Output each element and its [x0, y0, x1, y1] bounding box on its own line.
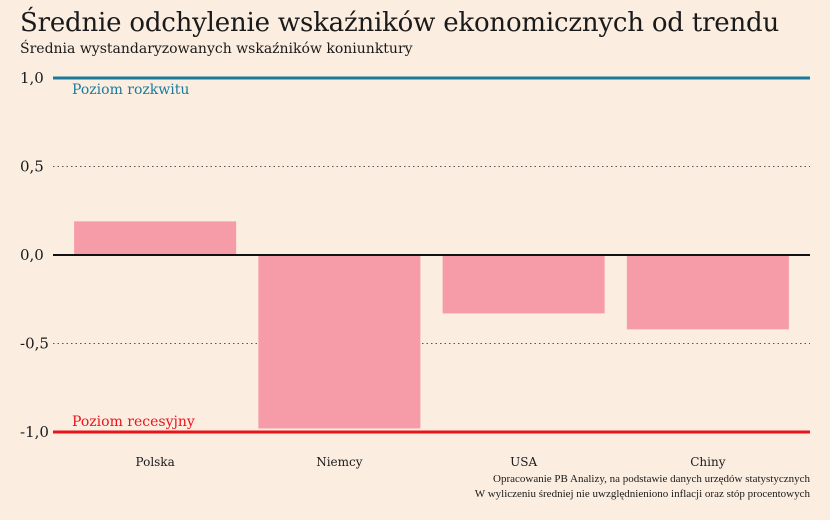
source-note: Opracowanie PB Analizy, na podstawie dan… — [475, 472, 810, 502]
chart-title: Średnie odchylenie wskaźników ekonomiczn… — [20, 8, 780, 38]
y-tick-label: 0,5 — [20, 158, 44, 176]
y-tick-label: 0,0 — [20, 246, 44, 264]
bar — [74, 221, 237, 255]
recession-level-label: Poziom recesyjny — [72, 414, 195, 430]
y-tick-label: -1,0 — [20, 423, 49, 441]
x-tick-label: USA — [510, 455, 537, 469]
y-tick-label: 1,0 — [20, 69, 44, 87]
x-tick-label: Chiny — [690, 455, 725, 469]
x-tick-label: Niemcy — [316, 455, 363, 469]
y-tick-label: -0,5 — [20, 335, 49, 353]
bar — [626, 255, 789, 330]
x-tick-label: Polska — [136, 455, 175, 469]
chart-subtitle: Średnia wystandaryzowanych wskaźników ko… — [20, 41, 413, 57]
boom-level-label: Poziom rozkwitu — [72, 82, 189, 98]
bar — [442, 255, 605, 314]
source-line-1: Opracowanie PB Analizy, na podstawie dan… — [493, 473, 810, 485]
source-line-2: W wyliczeniu średniej nie uwzględnienion… — [474, 488, 810, 500]
bar — [258, 255, 421, 429]
